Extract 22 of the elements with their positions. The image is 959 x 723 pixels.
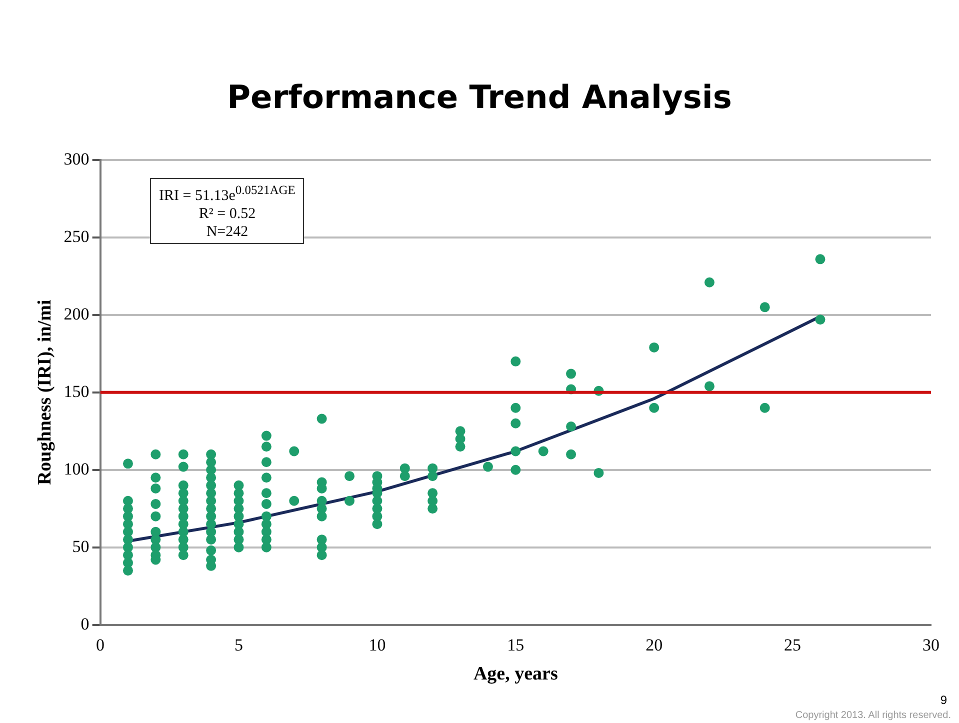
x-axis-title: Age, years: [473, 664, 558, 685]
text: 9: [940, 693, 947, 707]
y-tick-label: 200: [64, 304, 90, 324]
y-tick-label: 150: [64, 382, 90, 401]
x-tick-label: 5: [234, 635, 243, 654]
text: Copyright 2013. All rights reserved.: [795, 710, 951, 721]
x-tick-label: 0: [96, 635, 105, 654]
y-tick-label: 0: [80, 614, 90, 634]
annotation: R² = 0.52: [198, 205, 257, 223]
chart-title: Performance Trend Analysis: [226, 78, 733, 116]
x-tick-label: 25: [784, 635, 802, 654]
y-tick-label: 50: [72, 536, 90, 556]
x-tick-label: 10: [368, 635, 386, 654]
annotation: N=242: [205, 223, 250, 241]
y-tick-label: 300: [64, 149, 90, 168]
y-axis-title: Roughness (IRI), in/mi: [34, 300, 56, 486]
y-tick-label: 100: [64, 459, 90, 478]
x-tick-label: 20: [646, 635, 663, 654]
x-tick-label: 15: [507, 635, 524, 654]
x-tick-label: 30: [922, 635, 940, 654]
annotation: IRI = 51.13e$^{0.0521AGE}$: [159, 182, 296, 205]
y-tick-label: 250: [64, 226, 90, 246]
